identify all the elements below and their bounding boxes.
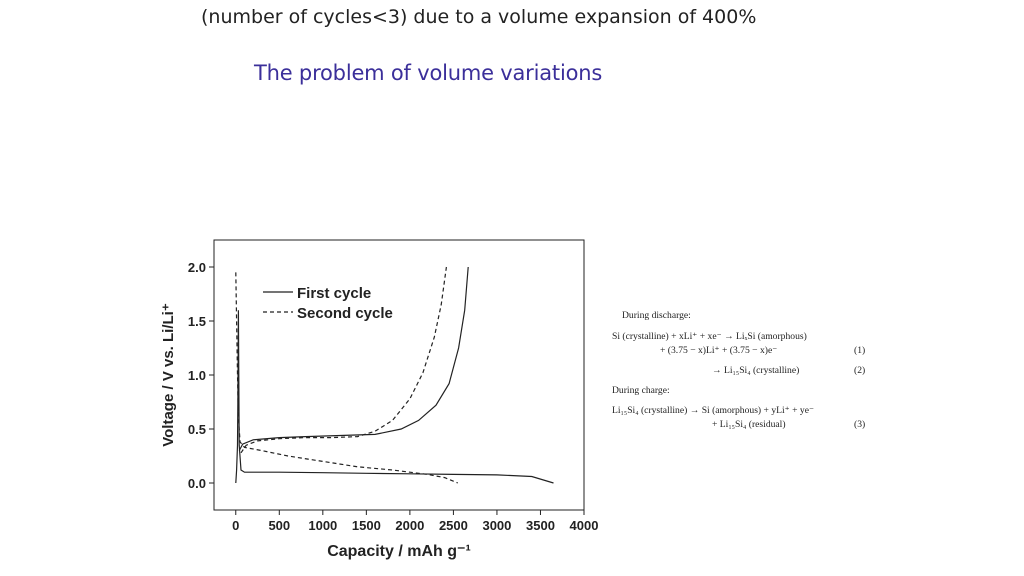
y-tick-label: 0.0 — [188, 476, 206, 491]
series-layer — [235, 266, 554, 484]
equation-2-number: (2) — [854, 365, 866, 376]
x-tick-label: 3500 — [526, 518, 555, 533]
legend: First cycle Second cycle — [263, 285, 393, 322]
x-tick-label: 500 — [268, 518, 290, 533]
x-tick-label: 0 — [232, 518, 239, 533]
equation-1-line-2: + (3.75 − x)Li⁺ + (3.75 − x)e⁻ — [660, 345, 778, 356]
equation-1-number: (1) — [854, 345, 866, 356]
equation-3-line-1: Li₁₅Si₄ (crystalline) → Si (amorphous) +… — [612, 405, 815, 416]
plot-frame — [213, 239, 585, 511]
x-tick-label: 1000 — [308, 518, 337, 533]
legend-label-first-cycle: First cycle — [297, 285, 371, 302]
voltage-capacity-chart: 0 500 1000 1500 2000 2500 3000 3500 4000 0.0 0.5 1… — [160, 239, 598, 560]
x-tick-label: 2500 — [439, 518, 468, 533]
equation-3-line-2: + Li₁₅Si₄ (residual) — [712, 419, 786, 430]
equation-2-line: → Li₁₅Si₄ (crystalline) — [712, 365, 800, 376]
slide-subtitle: The problem of volume variations — [254, 61, 603, 85]
series-line-second-cycle — [235, 266, 459, 484]
legend-label-second-cycle: Second cycle — [297, 305, 393, 322]
y-tick-label: 1.5 — [188, 314, 206, 329]
y-tick-label: 2.0 — [188, 260, 206, 275]
x-axis-ticks: 0 500 1000 1500 2000 2500 3000 3500 4000 — [232, 510, 598, 533]
x-tick-label: 1500 — [352, 518, 381, 533]
y-axis-label: Voltage / V vs. Li/Li⁺ — [160, 303, 177, 447]
equation-3-number: (3) — [854, 419, 866, 430]
charge-heading: During charge: — [612, 385, 670, 396]
y-axis-ticks: 0.0 0.5 1.0 1.5 2.0 — [188, 260, 214, 491]
equation-1-line-1: Si (crystalline) + xLi⁺ + xe⁻ → LiₓSi (a… — [612, 331, 807, 342]
x-tick-label: 3000 — [482, 518, 511, 533]
x-tick-label: 4000 — [570, 518, 599, 533]
series-line-first-cycle — [235, 266, 554, 484]
x-tick-label: 2000 — [395, 518, 424, 533]
discharge-heading: During discharge: — [622, 310, 691, 321]
y-tick-label: 1.0 — [188, 368, 206, 383]
x-axis-label: Capacity / mAh g⁻¹ — [327, 543, 471, 560]
slide-text-line: (number of cycles<3) due to a volume exp… — [201, 6, 757, 28]
y-tick-label: 0.5 — [188, 422, 206, 437]
